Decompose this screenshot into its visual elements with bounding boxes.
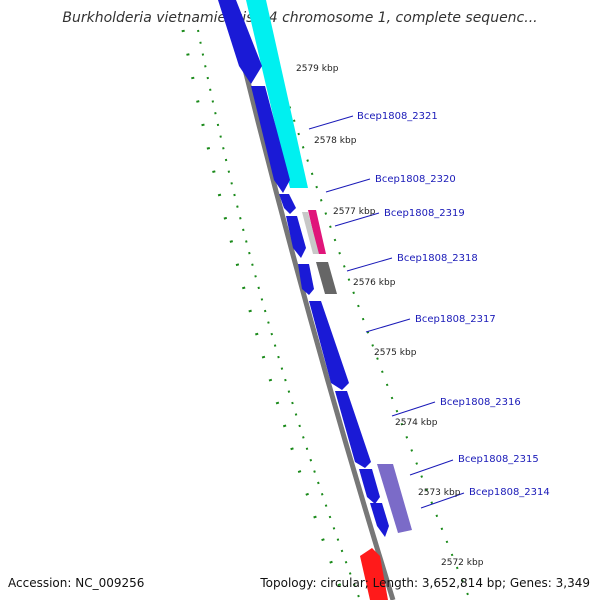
gene-label-line [308, 115, 354, 130]
gene-label-line [346, 257, 393, 272]
gene-arrow [359, 469, 380, 504]
gene-label[interactable]: Bcep1808_2317 [415, 314, 496, 325]
kbp-label: 2578 kbp [314, 136, 357, 146]
kbp-label: 2574 kbp [395, 418, 438, 428]
gray-feature [316, 262, 337, 294]
gene-label[interactable]: Bcep1808_2321 [357, 111, 438, 122]
gene-label-line [365, 318, 411, 333]
purple-feature [377, 464, 412, 533]
gene-label[interactable]: Bcep1808_2316 [440, 397, 521, 408]
outer-tick-ring [254, 0, 471, 600]
kbp-label: 2577 kbp [333, 207, 376, 217]
gene-label-line [391, 401, 436, 417]
gene-label-line [325, 178, 371, 193]
light-gray-feature [302, 212, 319, 254]
magenta-feature [308, 210, 326, 254]
cyan-feature [246, 0, 308, 188]
topology-text: Topology: circular; Length: 3,652,814 bp… [260, 576, 590, 590]
gene-label-line [334, 212, 380, 227]
red-feature [360, 548, 388, 600]
gene-arrow [218, 0, 262, 84]
gene-label-line [409, 459, 454, 476]
map-title: Burkholderia vietnamiensis G4 chromosome… [62, 10, 538, 26]
kbp-label: 2579 kbp [296, 64, 339, 74]
gene-label-line [420, 492, 465, 509]
gene-arrow [279, 194, 296, 214]
gene-arrow [370, 503, 389, 537]
kbp-label: 2573 kbp [418, 488, 461, 498]
chromosome-backbone [225, 0, 396, 600]
kbp-label: 2572 kbp [441, 558, 484, 568]
gene-label[interactable]: Bcep1808_2315 [458, 454, 539, 465]
accession-text: Accession: NC_009256 [8, 576, 145, 590]
gene-arrow [251, 86, 290, 193]
kbp-label: 2576 kbp [353, 278, 396, 288]
gene-label[interactable]: Bcep1808_2320 [375, 174, 456, 185]
gene-arrow [298, 264, 314, 295]
gene-label[interactable]: Bcep1808_2318 [397, 253, 478, 264]
gene-arrow [309, 301, 349, 390]
kbp-label: 2575 kbp [374, 348, 417, 358]
gene-arrow [335, 391, 371, 468]
gene-label[interactable]: Bcep1808_2314 [469, 487, 550, 498]
gene-arrow [286, 216, 306, 258]
gene-label[interactable]: Bcep1808_2319 [384, 208, 465, 219]
